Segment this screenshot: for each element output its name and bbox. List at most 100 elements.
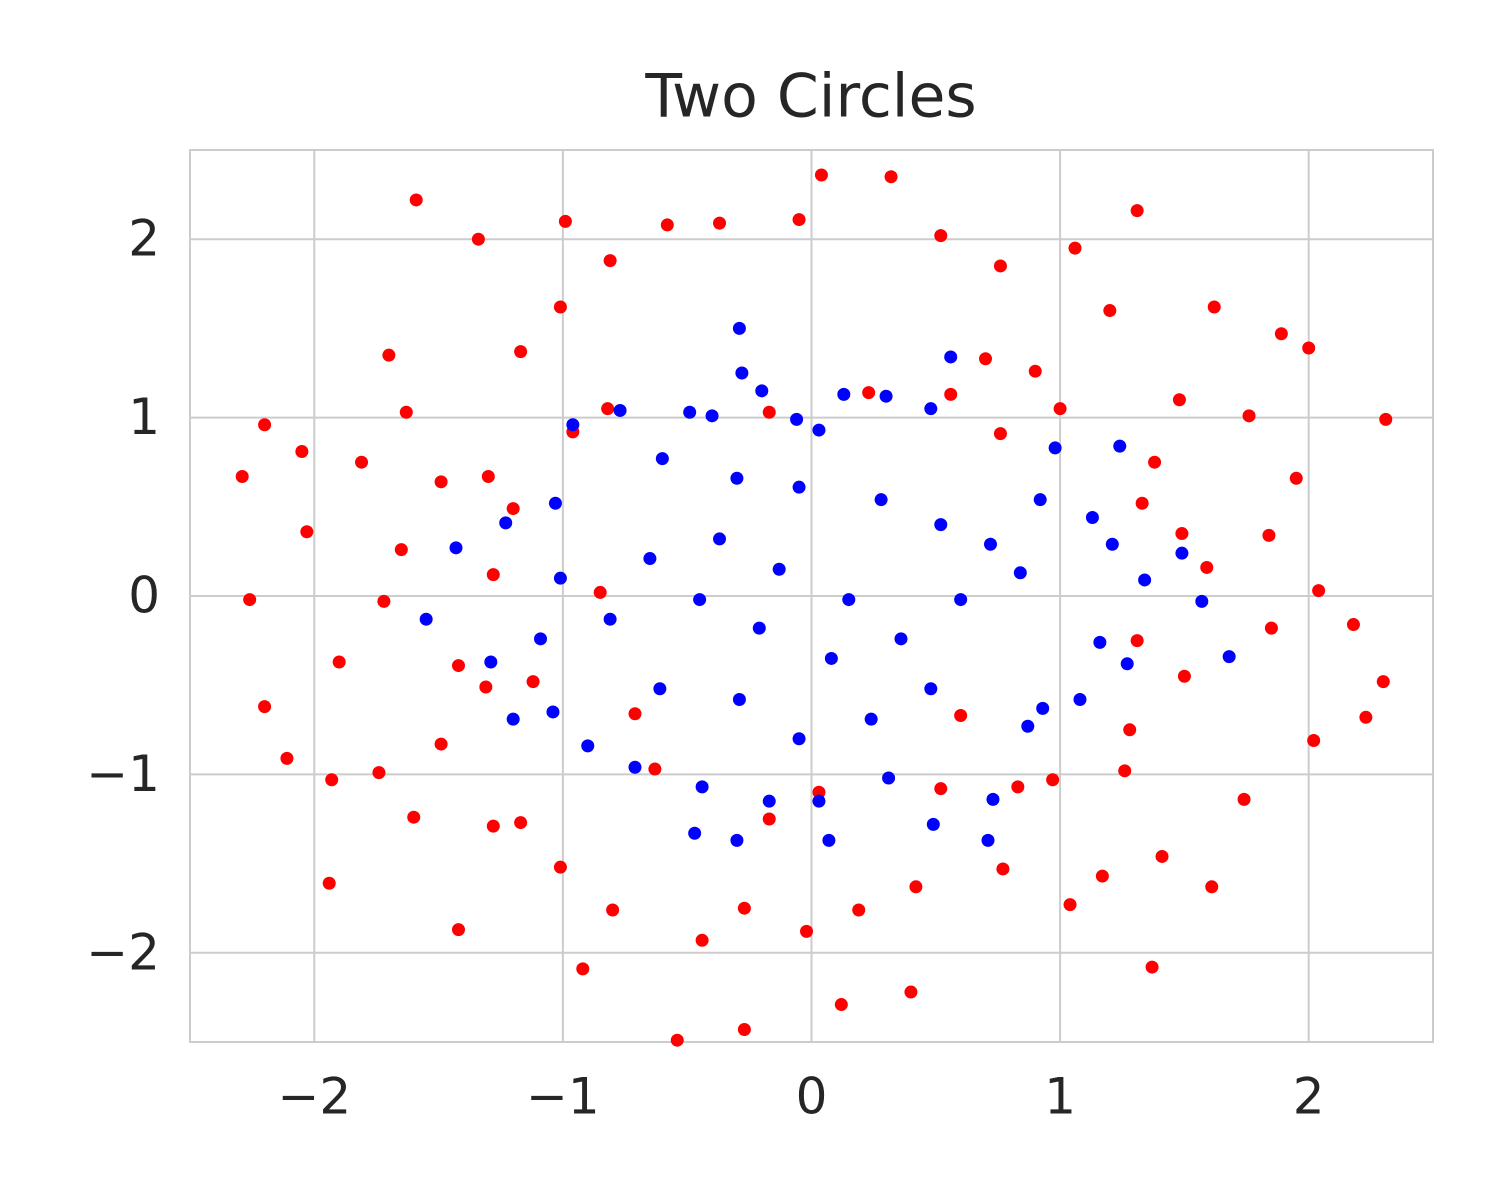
- point: [1379, 412, 1393, 426]
- point: [514, 345, 528, 359]
- point: [1175, 546, 1189, 560]
- point: [737, 901, 751, 915]
- point: [581, 739, 595, 753]
- point: [688, 826, 702, 840]
- point: [1033, 493, 1047, 507]
- point: [1113, 439, 1127, 453]
- point: [1021, 719, 1035, 733]
- point: [471, 232, 485, 246]
- point: [1120, 657, 1134, 671]
- point: [548, 496, 562, 510]
- point: [934, 229, 948, 243]
- point: [1036, 701, 1050, 715]
- point: [864, 712, 878, 726]
- point: [713, 216, 727, 230]
- point: [407, 810, 421, 824]
- point: [1063, 898, 1077, 912]
- point: [732, 692, 746, 706]
- point: [451, 923, 465, 937]
- x-tick-label: 1: [1044, 1068, 1076, 1126]
- point: [1145, 960, 1159, 974]
- point: [1242, 409, 1256, 423]
- point: [730, 833, 744, 847]
- point: [752, 621, 766, 635]
- point: [1302, 341, 1316, 355]
- point: [280, 751, 294, 765]
- point: [258, 418, 272, 432]
- x-tick-label: −1: [526, 1068, 600, 1126]
- point: [924, 402, 938, 416]
- point: [842, 593, 856, 607]
- point: [325, 773, 339, 787]
- point: [790, 412, 804, 426]
- point: [1085, 511, 1099, 525]
- point: [993, 259, 1007, 273]
- point: [894, 632, 908, 646]
- point: [1011, 780, 1025, 794]
- point: [1068, 241, 1082, 255]
- point: [812, 785, 826, 799]
- point: [484, 655, 498, 669]
- point: [553, 571, 567, 585]
- y-tick-label: 2: [128, 210, 160, 268]
- point: [670, 1033, 684, 1047]
- point: [566, 418, 580, 432]
- point: [762, 405, 776, 419]
- point: [944, 387, 958, 401]
- point: [434, 737, 448, 751]
- point: [954, 593, 968, 607]
- point: [1103, 304, 1117, 318]
- point: [934, 782, 948, 796]
- point: [499, 516, 513, 530]
- point: [628, 707, 642, 721]
- point: [822, 833, 836, 847]
- point: [1130, 204, 1144, 218]
- point: [601, 402, 615, 416]
- point: [979, 352, 993, 366]
- point: [1376, 675, 1390, 689]
- point: [713, 532, 727, 546]
- point: [954, 709, 968, 723]
- point: [1312, 584, 1326, 598]
- point: [705, 409, 719, 423]
- point: [1172, 393, 1186, 407]
- point: [332, 655, 346, 669]
- point: [394, 543, 408, 557]
- point: [486, 819, 500, 833]
- point: [874, 493, 888, 507]
- point: [558, 214, 572, 228]
- point: [735, 366, 749, 380]
- y-tick-label: 0: [128, 567, 160, 625]
- point: [399, 405, 413, 419]
- point: [576, 962, 590, 976]
- point: [812, 423, 826, 437]
- point: [1205, 880, 1219, 894]
- point: [300, 525, 314, 539]
- x-tick-label: −2: [277, 1068, 351, 1126]
- point: [648, 762, 662, 776]
- point: [814, 168, 828, 182]
- point: [882, 771, 896, 785]
- point: [695, 933, 709, 947]
- point: [372, 766, 386, 780]
- point: [944, 350, 958, 364]
- point: [1195, 594, 1209, 608]
- point: [553, 860, 567, 874]
- point: [419, 612, 433, 626]
- point: [1135, 496, 1149, 510]
- point: [772, 562, 786, 576]
- point: [884, 170, 898, 184]
- point: [481, 469, 495, 483]
- point: [243, 593, 257, 607]
- point: [732, 321, 746, 335]
- point: [1274, 327, 1288, 341]
- point: [603, 254, 617, 268]
- y-tick-label: −1: [86, 745, 160, 803]
- point: [695, 780, 709, 794]
- point: [451, 659, 465, 673]
- x-tick-label: 0: [796, 1068, 828, 1126]
- point: [730, 471, 744, 485]
- point: [643, 552, 657, 566]
- point: [1307, 734, 1321, 748]
